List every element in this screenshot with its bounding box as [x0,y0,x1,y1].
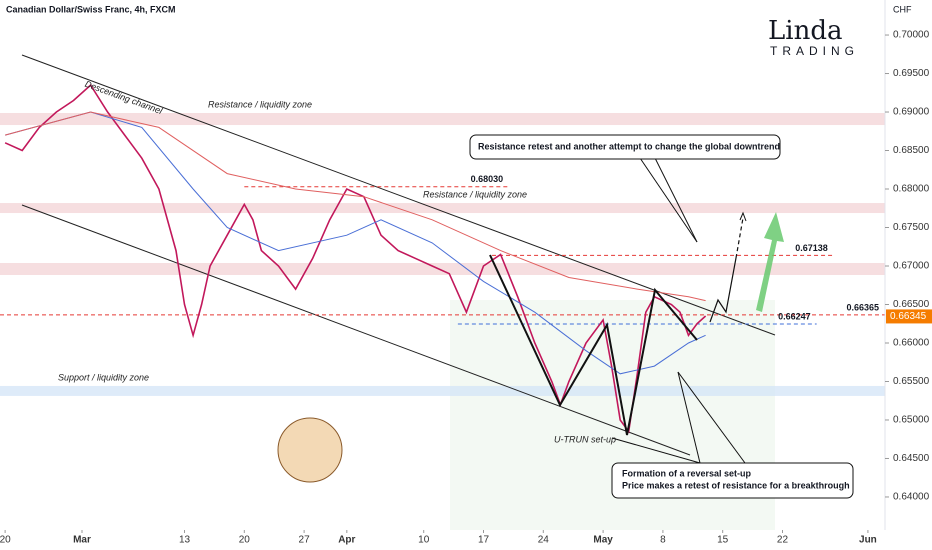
x-tick-label: 17 [478,535,490,546]
level-label: 0.68030 [471,174,504,184]
level-label: 0.66247 [778,311,811,321]
price-line [4,111,706,375]
pattern-line [489,254,698,436]
mascot [277,417,343,483]
x-tick-label: 22 [777,535,789,546]
last-price-tag [886,309,932,324]
annotation-box [611,462,854,499]
annotation: U-TRUN set-up [554,434,616,444]
forecast-path [709,257,737,323]
zone-label: Resistance / liquidity zone [423,189,527,199]
level-label: 0.67138 [795,243,828,253]
callout-line [639,157,698,243]
level-label: 0.66365 [846,302,879,312]
y-tick-label: 0.70000 [893,30,930,41]
x-tick-label: 24 [538,535,550,546]
arrow-head [739,211,747,222]
liquidity-zone [0,203,885,214]
axis-unit: CHF [893,4,912,14]
logo: Linda [768,16,842,46]
liquidity-zone [0,385,885,396]
logo: TRADING [770,44,859,58]
y-tick-label: 0.69000 [893,107,930,118]
callout-line [611,437,701,464]
y-tick-label: 0.66500 [893,299,930,310]
x-tick-label: May [593,535,613,546]
y-tick-label: 0.67000 [893,261,930,272]
zone-label: Resistance / liquidity zone [208,99,312,109]
y-tick-label: 0.68500 [893,145,930,156]
x-tick-label: 20 [239,535,251,546]
y-tick-label: 0.64000 [893,492,930,503]
callout-line [677,371,746,464]
callout-line [654,157,698,243]
y-tick-label: 0.64500 [893,453,930,464]
callout-line [677,371,701,464]
liquidity-zone [0,113,885,126]
price-line [4,111,706,302]
y-tick-label: 0.65500 [893,376,930,387]
green-arrow [756,212,784,312]
last-price-label: 0.66345 [890,311,927,322]
x-tick-label: 15 [717,535,729,546]
axis-background [885,0,932,550]
x-tick-label: 13 [179,535,191,546]
annotation: Resistance retest and another attempt to… [478,141,780,151]
x-tick-label: Apr [338,535,355,546]
annotation: Price makes a retest of resistance for a… [622,480,850,490]
annotation: Formation of a reversal set-up [622,468,752,478]
y-tick-label: 0.65000 [893,415,930,426]
channel-line [21,54,776,336]
liquidity-zone [0,262,885,276]
x-tick-label: 27 [299,535,311,546]
x-tick-label: Jun [859,535,877,546]
y-tick-label: 0.69500 [893,68,930,79]
x-tick-label: 8 [660,535,666,546]
channel-line [21,204,691,456]
chart-title: Canadian Dollar/Swiss Franc, 4h, FXCM [6,4,176,14]
y-tick-label: 0.68000 [893,184,930,195]
y-tick-label: 0.66000 [893,338,930,349]
y-tick-label: 0.67500 [893,222,930,233]
zone-label: Support / liquidity zone [58,372,149,382]
x-tick-label: 20 [0,535,11,546]
x-tick-label: Mar [73,535,91,546]
x-tick-label: 10 [418,535,430,546]
annotation-box [469,134,781,160]
